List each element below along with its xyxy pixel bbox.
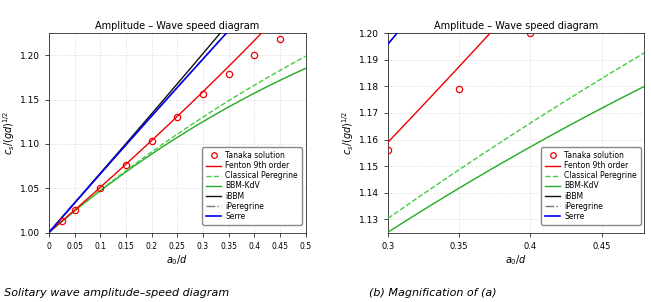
- Y-axis label: $c_s/(gd)^{1/2}$: $c_s/(gd)^{1/2}$: [340, 111, 356, 155]
- Legend: Tanaka solution, Fenton 9th order, Classical Peregrine, BBM-KdV, iBBM, iPeregrin: Tanaka solution, Fenton 9th order, Class…: [202, 147, 302, 225]
- X-axis label: $a_0/d$: $a_0/d$: [166, 253, 188, 267]
- Text: (a) Solitary wave amplitude–speed diagram: (a) Solitary wave amplitude–speed diagra…: [0, 288, 230, 298]
- Legend: Tanaka solution, Fenton 9th order, Classical Peregrine, BBM-KdV, iBBM, iPeregrin: Tanaka solution, Fenton 9th order, Class…: [542, 147, 641, 225]
- Text: (b) Magnification of (a): (b) Magnification of (a): [369, 288, 497, 298]
- Title: Amplitude – Wave speed diagram: Amplitude – Wave speed diagram: [434, 21, 598, 31]
- Y-axis label: $c_s/(gd)^{1/2}$: $c_s/(gd)^{1/2}$: [1, 111, 17, 155]
- Title: Amplitude – Wave speed diagram: Amplitude – Wave speed diagram: [95, 21, 259, 31]
- X-axis label: $a_0/d$: $a_0/d$: [505, 253, 527, 267]
